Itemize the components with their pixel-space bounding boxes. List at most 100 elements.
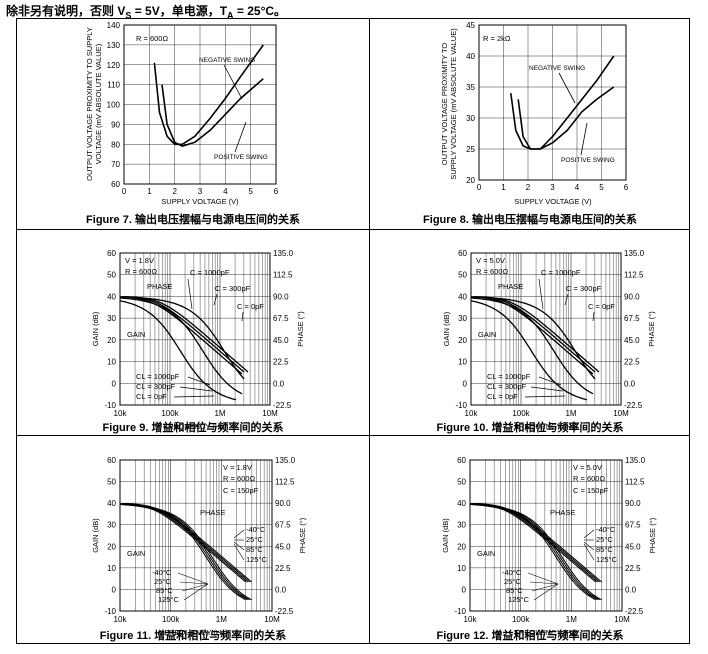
phase-label: PHASE — [550, 508, 575, 517]
phase-tick-label: 45.0 — [273, 336, 289, 345]
phase-temp-label: 85°C — [596, 545, 613, 554]
cl0-label: CL = 0pF — [487, 392, 518, 401]
gain-tick-label: -10 — [454, 607, 466, 616]
x-tick-label: 6 — [624, 183, 629, 192]
freq-tick-label: 100k — [161, 409, 179, 418]
gain-axis-label: GAIN (dB) — [441, 518, 450, 553]
vs-label: V = 5.0V — [573, 463, 602, 472]
x-tick-label: 0 — [122, 187, 127, 196]
phase-tick-label: 90.0 — [273, 292, 289, 301]
y-tick-label: 25 — [466, 145, 475, 154]
phase-tick-label: -22.5 — [624, 401, 643, 410]
gain-temp-label: -40°C — [502, 568, 522, 577]
cl300-label: CL = 300pF — [136, 382, 176, 391]
freq-tick-label: 100k — [512, 615, 530, 624]
phase-label: PHASE — [147, 282, 172, 291]
gain-tick-label: 60 — [458, 249, 467, 258]
figure-10: 60 135.0 50 112.5 40 90.0 30 67.5 20 45.0 10 22.5 0 0… — [369, 229, 691, 435]
freq-tick-label: 10k — [114, 409, 128, 418]
c300-label: C = 300pF — [566, 284, 602, 293]
phase-tick-label: 22.5 — [273, 358, 289, 367]
phase-temp-label: 25°C — [596, 535, 613, 544]
gain-tick-label: 20 — [107, 542, 116, 551]
freq-tick-label: 10M — [613, 409, 629, 418]
phase-curve-300pf — [470, 297, 594, 395]
phase-tick-label: 0.0 — [625, 585, 637, 594]
phase-temp-label: -40°C — [596, 525, 616, 534]
fig7-neg-label: NEGATIVE SWING — [199, 57, 255, 64]
gain-tick-label: 20 — [107, 336, 116, 345]
vs-label: V = 1.8V — [125, 256, 154, 265]
gain-curve-temp-3 — [125, 503, 253, 583]
fig8-x-ticks: 0 1 2 3 4 5 6 — [477, 183, 629, 192]
fig8-y-ticks: 45 40 35 30 25 20 — [466, 21, 475, 185]
freq-tick-label: 1M — [214, 409, 225, 418]
gain-tick-label: 50 — [107, 271, 116, 280]
phase-tick-label: 22.5 — [275, 564, 291, 573]
cl300-label: CL = 300pF — [487, 382, 527, 391]
x-tick-label: 4 — [223, 187, 228, 196]
gain-temp-label: -40°C — [152, 568, 172, 577]
phase-tick-label: 22.5 — [624, 358, 640, 367]
gain-tick-label: 40 — [457, 499, 466, 508]
y-tick-label: 90 — [111, 120, 120, 129]
phase-tick-label: 67.5 — [273, 314, 289, 323]
phase-tick-label: 0.0 — [275, 585, 287, 594]
phase-curve-300pf — [119, 297, 243, 395]
fig7-positive-swing-line — [161, 78, 264, 148]
fig7-ylabel-1: OUTPUT VOLTAGE PROXIMITY TO SUPPLY — [85, 27, 94, 181]
freq-tick-label: 1M — [565, 409, 576, 418]
gain-temp-label: 125°C — [158, 595, 180, 604]
gain-tick-label: 0 — [112, 585, 117, 594]
phase-tick-label: 90.0 — [624, 292, 640, 301]
phase-tick-label: 22.5 — [625, 564, 641, 573]
cl-label: C = 150pF — [573, 486, 609, 495]
freq-axis-label: FREQUENCY (Hz) — [163, 422, 227, 431]
cl1000-label: CL = 1000pF — [487, 372, 531, 381]
x-tick-label: 6 — [274, 187, 279, 196]
phase-curve-0pf — [470, 296, 596, 380]
c1000-label: C = 1000pF — [190, 268, 230, 277]
freq-tick-label: 10M — [264, 615, 280, 624]
phase-temp-label: 25°C — [246, 535, 263, 544]
x-tick-label: 5 — [599, 183, 604, 192]
gain-curve-temp-0 — [119, 503, 247, 583]
y-tick-label: 60 — [111, 180, 120, 189]
phase-curve-1000pf — [470, 300, 588, 401]
gain-tick-label: 10 — [457, 564, 466, 573]
gain-label: GAIN — [127, 549, 145, 558]
phase-tick-label: 0.0 — [624, 379, 636, 388]
freq-tick-label: 10k — [464, 615, 478, 624]
freq-tick-label: 10M — [262, 409, 278, 418]
phase-tick-label: 135.0 — [625, 456, 646, 465]
y-tick-label: 110 — [107, 81, 120, 90]
y-tick-label: 20 — [466, 176, 475, 185]
cl-label: C = 150pF — [223, 486, 259, 495]
freq-axis-label: FREQUENCY (Hz) — [514, 628, 578, 637]
phase-temp-label: 125°C — [246, 555, 268, 564]
fig7-y-ticks: 140 130 120 110 100 90 80 70 60 — [107, 21, 121, 189]
freq-tick-label: 10k — [114, 615, 128, 624]
gain-tick-label: 0 — [112, 379, 117, 388]
rl-label: R = 600Ω — [573, 474, 605, 483]
phase-tick-label: 112.5 — [625, 478, 645, 487]
phase-tick-label: 112.5 — [624, 271, 644, 280]
fig8-ylabel-2: SUPPLY VOLTAGE (mV ABSOLUTE VALUE) — [449, 28, 458, 180]
phase-axis-label: PHASE (°) — [298, 517, 307, 553]
freq-axis-label: FREQUENCY (Hz) — [514, 422, 578, 431]
gain-tick-label: -10 — [104, 401, 116, 410]
phase-tick-label: 45.0 — [624, 336, 640, 345]
plot-frame — [119, 459, 273, 612]
gain-tick-label: 0 — [463, 379, 468, 388]
phase-tick-label: 90.0 — [625, 499, 641, 508]
gain-tick-label: 60 — [457, 456, 466, 465]
x-tick-label: 2 — [526, 183, 531, 192]
x-tick-label: 0 — [477, 183, 482, 192]
figure-12: 60 135.0 50 112.5 40 90.0 30 67.5 20 45.0 10 22.5 0 0… — [369, 435, 691, 645]
fig8-ylabel-1: OUTPUT VOLTAGE PROXIMITY TO — [440, 43, 449, 166]
gain-curve-temp-2 — [123, 503, 251, 583]
phase-temp-label: 125°C — [596, 555, 618, 564]
phase-tick-label: 67.5 — [624, 314, 640, 323]
phase-tick-label: 135.0 — [273, 249, 294, 258]
